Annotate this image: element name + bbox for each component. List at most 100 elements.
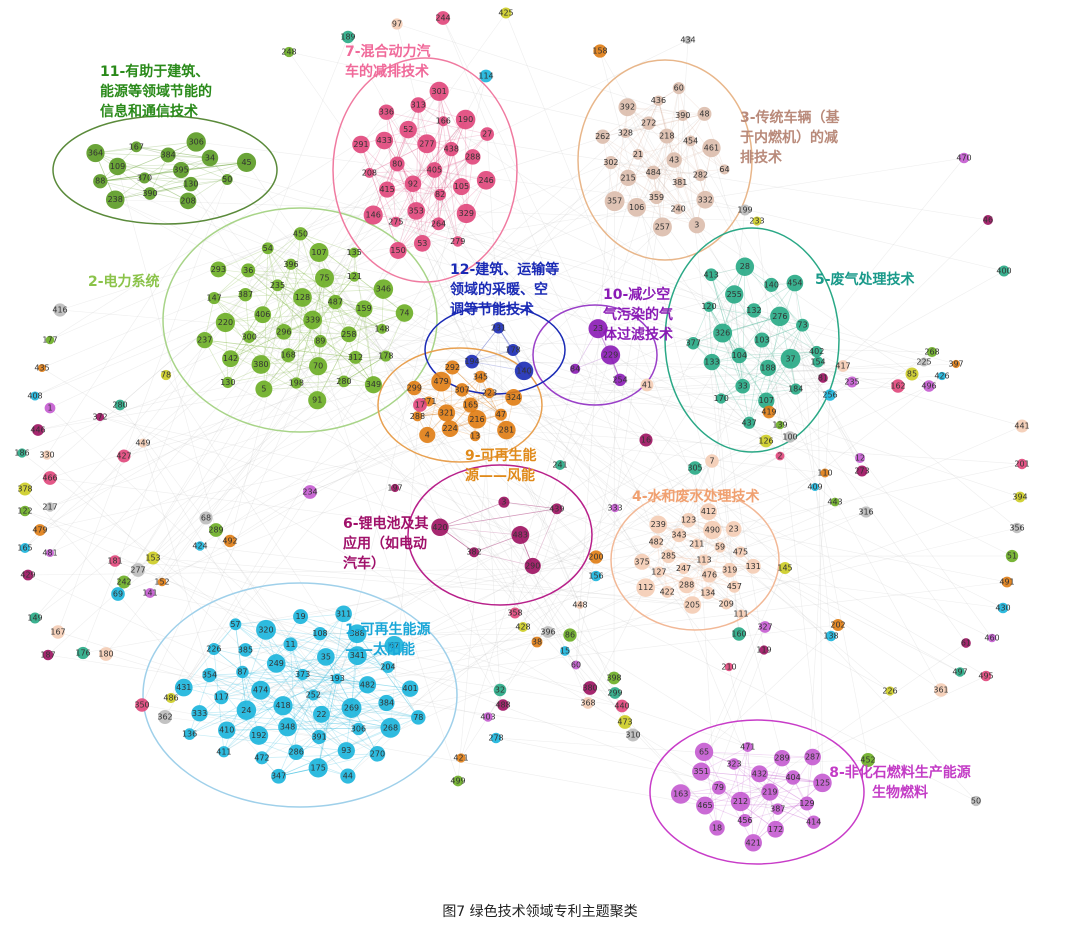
node-label: 457 — [727, 582, 742, 591]
node-label: 51 — [1007, 552, 1017, 561]
node-label: 434 — [680, 36, 695, 45]
node-label: 405 — [427, 166, 442, 175]
node-label: 110 — [817, 469, 832, 478]
node-label: 312 — [348, 353, 363, 362]
node-label: 471 — [740, 743, 755, 752]
node-label: 168 — [281, 351, 296, 360]
node-label: 288 — [679, 581, 694, 590]
node-label: 23 — [593, 324, 603, 333]
node-label: 93 — [341, 746, 351, 755]
node-label: 88 — [95, 177, 105, 186]
node-label: 382 — [466, 548, 481, 557]
node-label: 285 — [661, 552, 676, 561]
cluster-label: 体过滤技术 — [603, 326, 673, 343]
node-label: 364 — [88, 149, 103, 158]
node-label: 234 — [302, 488, 317, 497]
node-label: 440 — [614, 702, 629, 711]
node-label: 454 — [787, 279, 802, 288]
node-label: 158 — [592, 47, 607, 56]
edge — [711, 275, 941, 690]
node-label: 330 — [39, 451, 54, 460]
node-label: 123 — [681, 516, 696, 525]
node-label: 190 — [458, 115, 473, 124]
node-label: 21 — [633, 150, 643, 159]
node-label: 235 — [270, 281, 285, 290]
node-label: 356 — [1009, 524, 1024, 533]
node-label: 262 — [595, 132, 610, 141]
node-label: 136 — [182, 730, 197, 739]
node-label: 3 — [501, 498, 506, 507]
edge — [357, 271, 1004, 634]
node-label: 281 — [499, 426, 514, 435]
node-label: 461 — [704, 144, 719, 153]
node-label: 240 — [670, 205, 685, 214]
node-label: 11 — [285, 640, 295, 649]
node-label: 117 — [214, 693, 229, 702]
node-label: 396 — [540, 628, 555, 637]
cluster-label: 调等节能技术 — [450, 301, 534, 318]
node-label: 61 — [961, 639, 971, 648]
edge — [705, 804, 807, 806]
node-label: 301 — [432, 87, 447, 96]
node-label: 293 — [211, 265, 226, 274]
node-label: 438 — [444, 145, 459, 154]
node-label: 378 — [17, 485, 32, 494]
node-label: 326 — [715, 329, 730, 338]
node-label: 4 — [425, 430, 430, 439]
nodes: 2524183732247419334824926924353918748219… — [14, 8, 1029, 852]
node-label: 54 — [263, 244, 273, 253]
node-label: 86 — [565, 631, 575, 640]
node-label: 238 — [108, 195, 123, 204]
node-label: 50 — [971, 797, 981, 806]
cluster-label: 源——风能 — [465, 467, 535, 484]
node-label: 126 — [758, 437, 773, 446]
node-label: 125 — [815, 778, 830, 787]
node-label: 187 — [40, 651, 55, 660]
node-label: 92 — [408, 179, 418, 188]
node-label: 109 — [110, 162, 125, 171]
edge — [474, 552, 533, 566]
node-label: 1 — [47, 404, 52, 413]
node-label: 186 — [14, 449, 29, 458]
node-label: 370 — [137, 173, 152, 182]
node-label: 170 — [714, 394, 729, 403]
node-label: 142 — [223, 354, 238, 363]
node-label: 476 — [702, 571, 717, 580]
node-label: 320 — [258, 625, 273, 634]
node-label: 154 — [810, 358, 825, 367]
node-label: 411 — [216, 747, 231, 756]
node-label: 354 — [202, 671, 217, 680]
node-label: 53 — [417, 239, 427, 248]
edge — [397, 24, 683, 115]
cluster-label: ——太阳能 — [345, 641, 415, 658]
node-label: 452 — [860, 756, 875, 765]
node-label: 153 — [145, 554, 160, 563]
node-label: 156 — [588, 572, 603, 581]
node-label: 150 — [390, 246, 405, 255]
node-label: 257 — [655, 222, 670, 231]
node-label: 176 — [75, 649, 90, 658]
node-label: 16 — [641, 436, 651, 445]
node-label: 414 — [806, 818, 821, 827]
node-label: 113 — [696, 556, 711, 565]
node-label: 437 — [741, 418, 756, 427]
node-label: 70 — [313, 362, 323, 371]
node-label: 239 — [651, 520, 666, 529]
node-label: 496 — [921, 382, 936, 391]
node-label: 199 — [737, 206, 752, 215]
node-label: 408 — [27, 392, 42, 401]
node-label: 343 — [671, 531, 686, 540]
node-label: 122 — [17, 507, 32, 516]
node-label: 38 — [532, 638, 542, 647]
edge — [560, 380, 620, 465]
node-label: 449 — [135, 439, 150, 448]
node-label: 140 — [764, 280, 779, 289]
node-label: 415 — [379, 185, 394, 194]
node-label: 275 — [388, 217, 403, 226]
node-label: 205 — [685, 601, 700, 610]
node-label: 135 — [347, 248, 362, 257]
node-label: 112 — [638, 583, 653, 592]
node-label: 427 — [116, 452, 131, 461]
node-label: 107 — [311, 248, 326, 257]
node-label: 91 — [312, 396, 322, 405]
